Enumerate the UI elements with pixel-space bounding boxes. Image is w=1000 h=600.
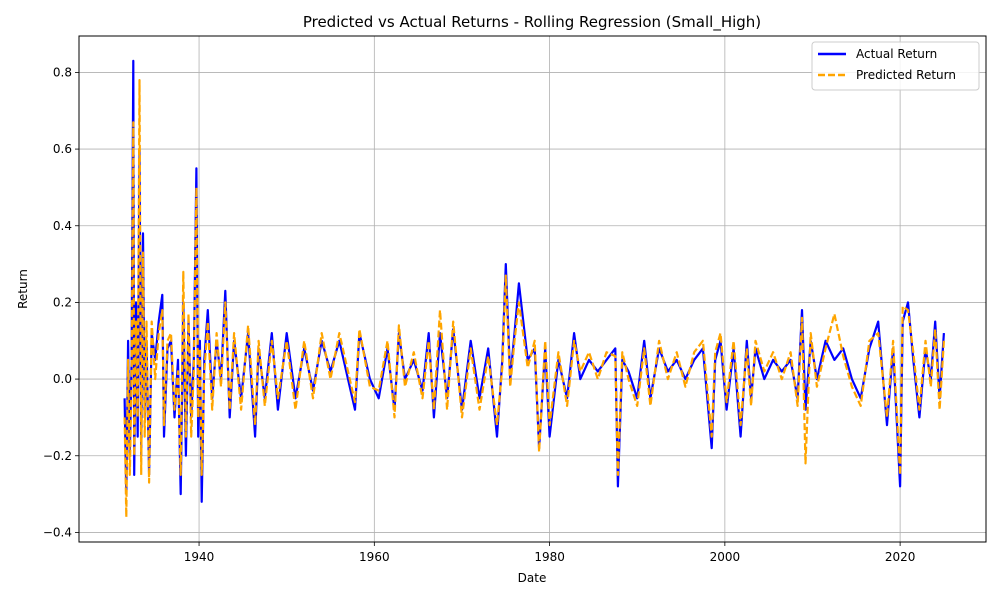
y-tick-label: −0.4 xyxy=(43,525,72,539)
legend-box xyxy=(811,41,980,91)
y-axis-title: Return xyxy=(16,269,30,309)
y-tick-label: 0.4 xyxy=(53,219,72,233)
x-tick-label: 1980 xyxy=(534,550,565,564)
predicted-return-line xyxy=(123,79,945,519)
x-tick-label: 2000 xyxy=(710,550,741,564)
y-tick-label: −0.2 xyxy=(43,449,72,463)
x-tick-label: 1940 xyxy=(184,550,215,564)
grid-lines xyxy=(79,36,986,542)
legend: Actual Return Predicted Return xyxy=(811,41,980,91)
y-tick-label: 0.6 xyxy=(53,142,72,156)
legend-label-actual: Actual Return xyxy=(856,47,937,61)
x-axis-title: Date xyxy=(518,571,547,585)
chart-title: Predicted vs Actual Returns - Rolling Re… xyxy=(303,13,761,32)
legend-label-predicted: Predicted Return xyxy=(856,68,956,82)
y-tick-label: 0.8 xyxy=(53,65,72,79)
y-tick-label: 0.0 xyxy=(53,372,72,386)
x-axis: 1940 1960 1980 2000 2020 xyxy=(184,542,916,564)
x-tick-label: 2020 xyxy=(885,550,916,564)
x-tick-label: 1960 xyxy=(359,550,390,564)
plot-frame xyxy=(78,35,987,543)
y-axis: −0.4 −0.2 0.0 0.2 0.4 0.6 0.8 xyxy=(43,65,79,539)
plot-series xyxy=(123,59,945,519)
y-tick-label: 0.2 xyxy=(53,295,72,309)
